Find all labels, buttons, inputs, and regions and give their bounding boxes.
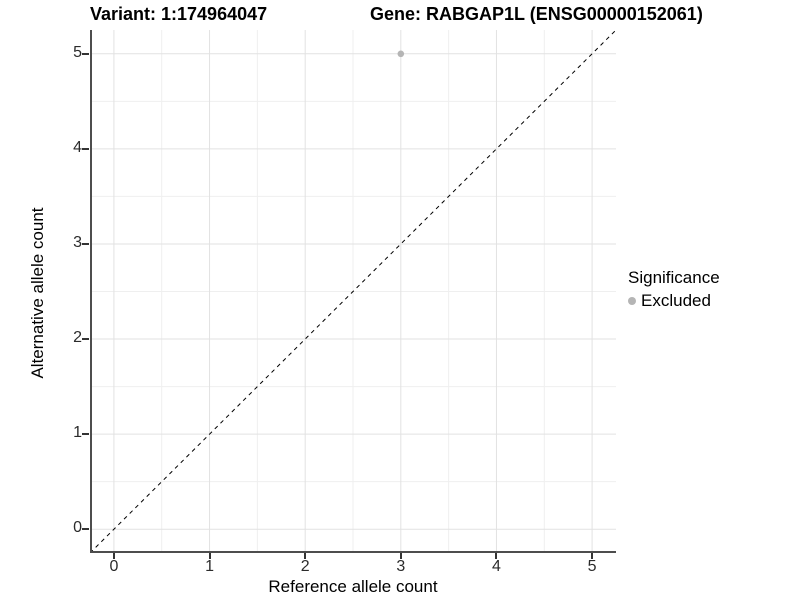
plot-panel — [90, 30, 616, 553]
y-axis-label: Alternative allele count — [28, 207, 47, 379]
identity-dashed-line — [90, 30, 616, 553]
x-tick-mark — [495, 553, 498, 559]
legend-title: Significance — [628, 268, 720, 287]
x-tick-mark — [304, 553, 307, 559]
plot-title-gene: Gene: RABGAP1L (ENSG00000152061) — [370, 4, 703, 24]
y-tick-mark — [82, 528, 89, 531]
legend-item-label: Excluded — [641, 291, 711, 310]
plot-title-variant: Variant: 1:174964047 — [90, 4, 268, 24]
x-tick-label: 3 — [396, 558, 406, 575]
y-tick-label: 2 — [73, 329, 82, 347]
x-tick-mark — [112, 553, 115, 559]
y-tick-mark — [82, 52, 89, 55]
y-tick-mark — [82, 338, 89, 341]
y-tick-label: 3 — [73, 233, 82, 251]
x-tick-label: 5 — [587, 558, 597, 575]
y-tick-mark — [82, 433, 89, 436]
legend: Significance Excluded — [628, 268, 720, 311]
x-axis-label: Reference allele count — [268, 577, 438, 596]
y-tick-label: 4 — [73, 138, 82, 156]
excluded-point-icon — [628, 297, 636, 305]
x-tick-mark — [208, 553, 211, 559]
y-tick-label: 1 — [73, 424, 82, 442]
data-point — [397, 50, 405, 58]
x-tick-mark — [399, 553, 402, 559]
y-tick-label: 5 — [73, 43, 82, 61]
legend-item-excluded: Excluded — [628, 291, 720, 311]
x-tick-mark — [591, 553, 594, 559]
y-tick-mark — [82, 242, 89, 245]
scatter-plot-svg — [90, 30, 616, 553]
x-tick-label: 0 — [109, 558, 119, 575]
y-tick-label: 0 — [73, 519, 82, 537]
x-tick-label: 1 — [205, 558, 214, 575]
x-tick-label: 4 — [492, 558, 501, 575]
y-tick-mark — [82, 147, 89, 150]
x-tick-label: 2 — [300, 558, 310, 575]
